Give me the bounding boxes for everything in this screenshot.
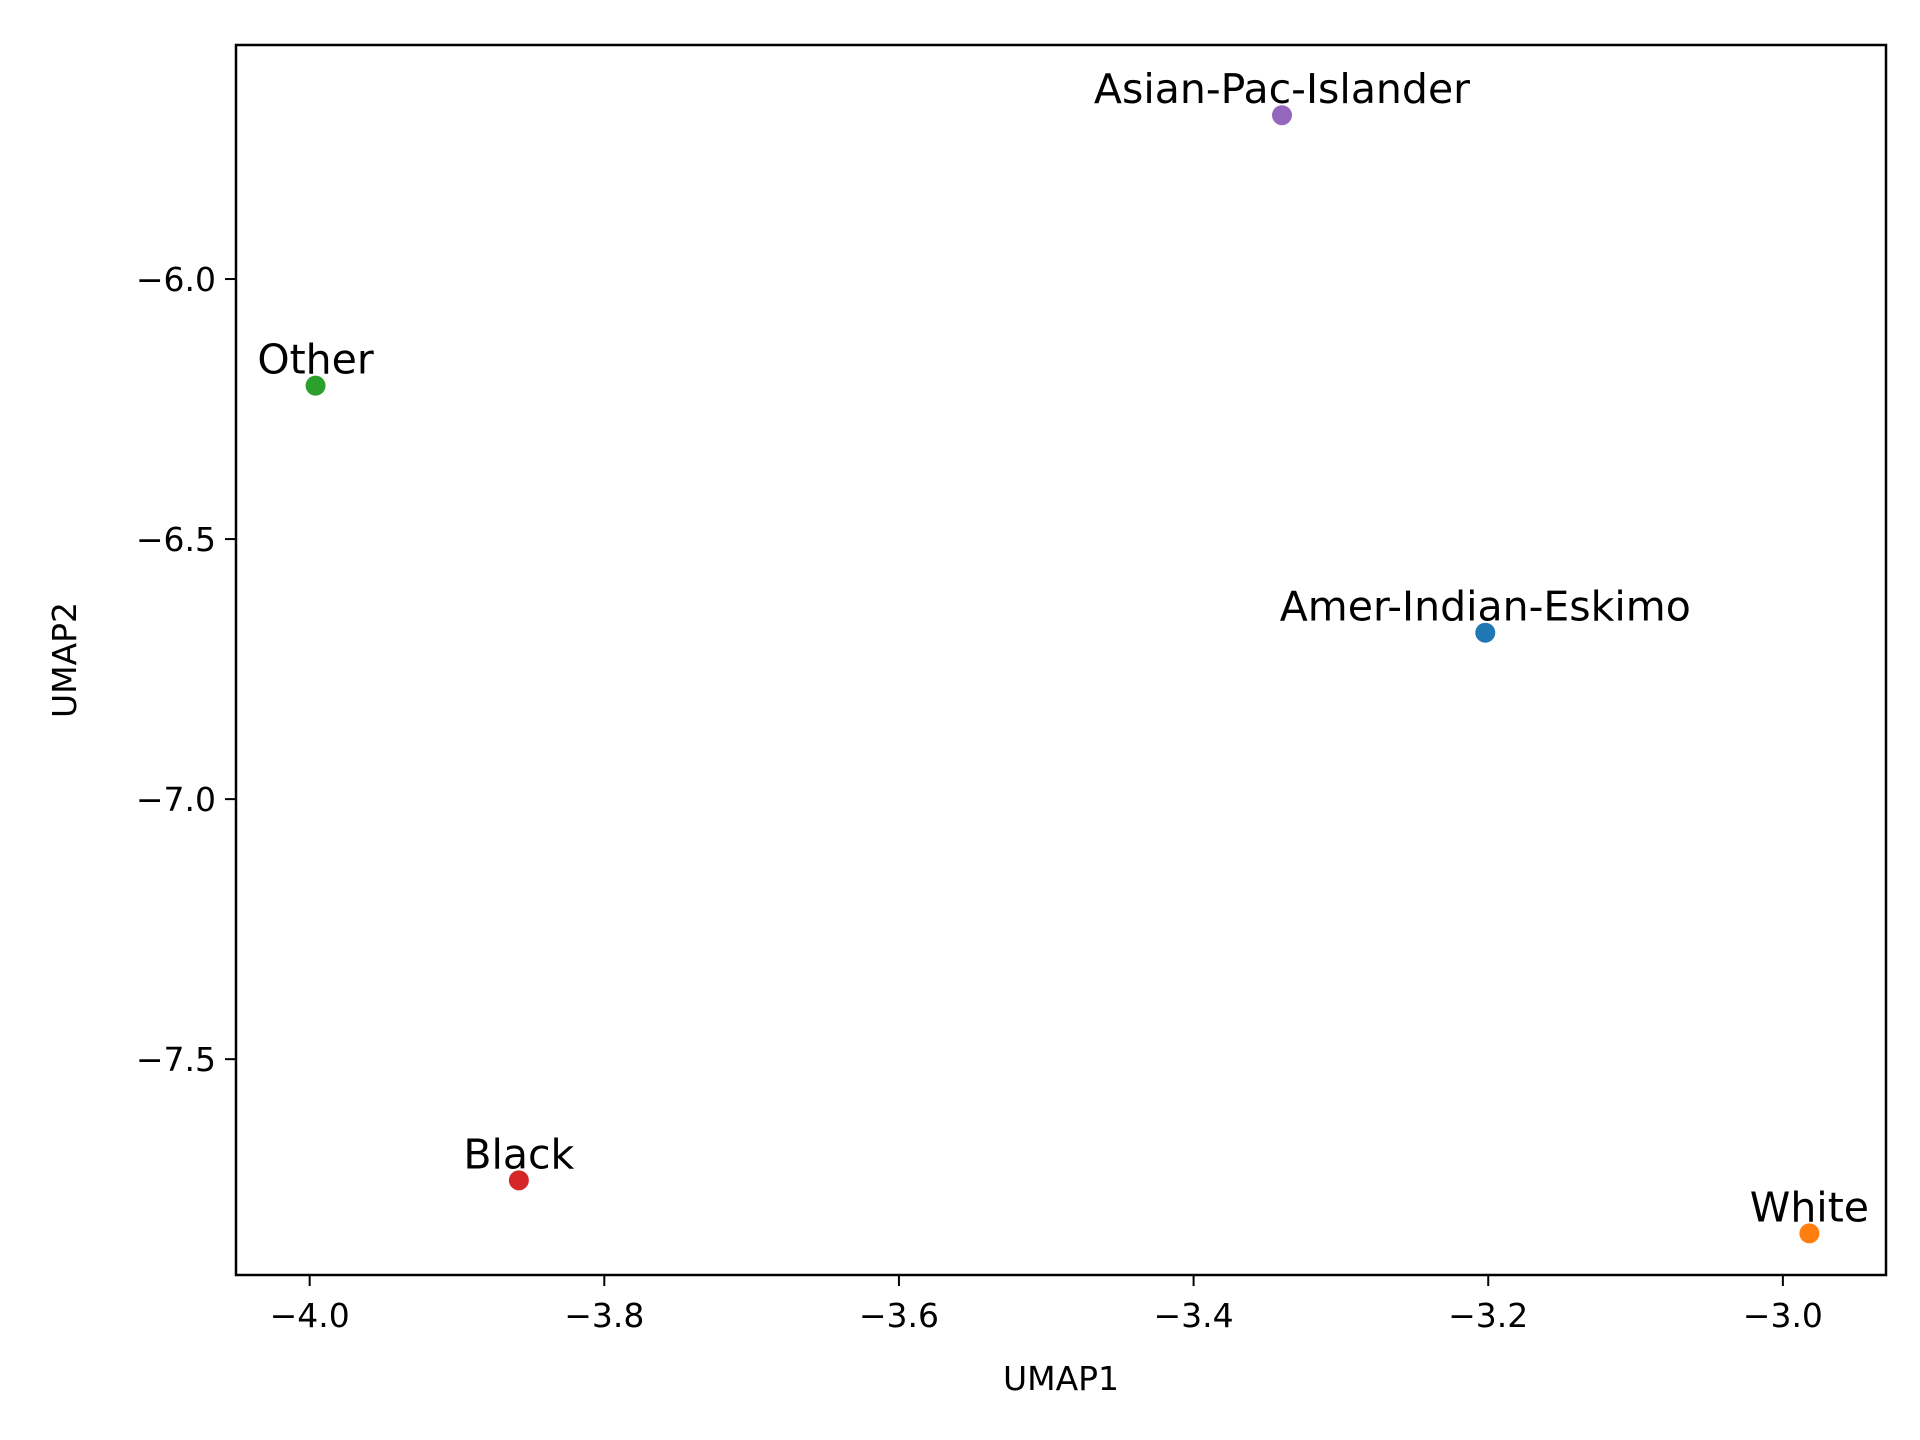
- point-label: White: [1750, 1183, 1869, 1231]
- point-label: Other: [257, 336, 374, 384]
- x-tick-label: −3.0: [1743, 1296, 1823, 1335]
- point-labels-layer: Amer-Indian-Eskimo White Other Black Asian-P…: [257, 65, 1869, 1231]
- data-point: [1475, 622, 1496, 643]
- y-tick-label: −6.5: [136, 520, 216, 559]
- x-tick-label: −3.4: [1154, 1296, 1234, 1335]
- data-point: [305, 375, 326, 396]
- x-axis-label: UMAP1: [1003, 1359, 1119, 1398]
- point-label: Asian-Pac-Islander: [1094, 65, 1470, 113]
- y-tick-label: −7.0: [136, 780, 216, 819]
- y-axis-label: UMAP2: [45, 602, 84, 718]
- x-tick-label: −3.2: [1448, 1296, 1528, 1335]
- axes-layer: −4.0 −3.8 −3.6 −3.4 −3.2 −3.0 −6.0 −6.5 −7.0 −7.5: [136, 43, 1888, 1335]
- point-label: Black: [463, 1130, 574, 1178]
- x-tick-label: −3.8: [564, 1296, 644, 1335]
- point-label: Amer-Indian-Eskimo: [1280, 583, 1691, 631]
- data-point: [508, 1170, 529, 1191]
- y-tick-label: −6.0: [136, 260, 216, 299]
- plot-frame: [234, 43, 1888, 1277]
- x-tick-label: −3.6: [859, 1296, 939, 1335]
- data-point: [1271, 105, 1292, 126]
- marks-layer: [305, 105, 1820, 1244]
- x-tick-label: −4.0: [270, 1296, 350, 1335]
- data-point: [1799, 1223, 1820, 1244]
- y-tick-label: −7.5: [136, 1040, 216, 1079]
